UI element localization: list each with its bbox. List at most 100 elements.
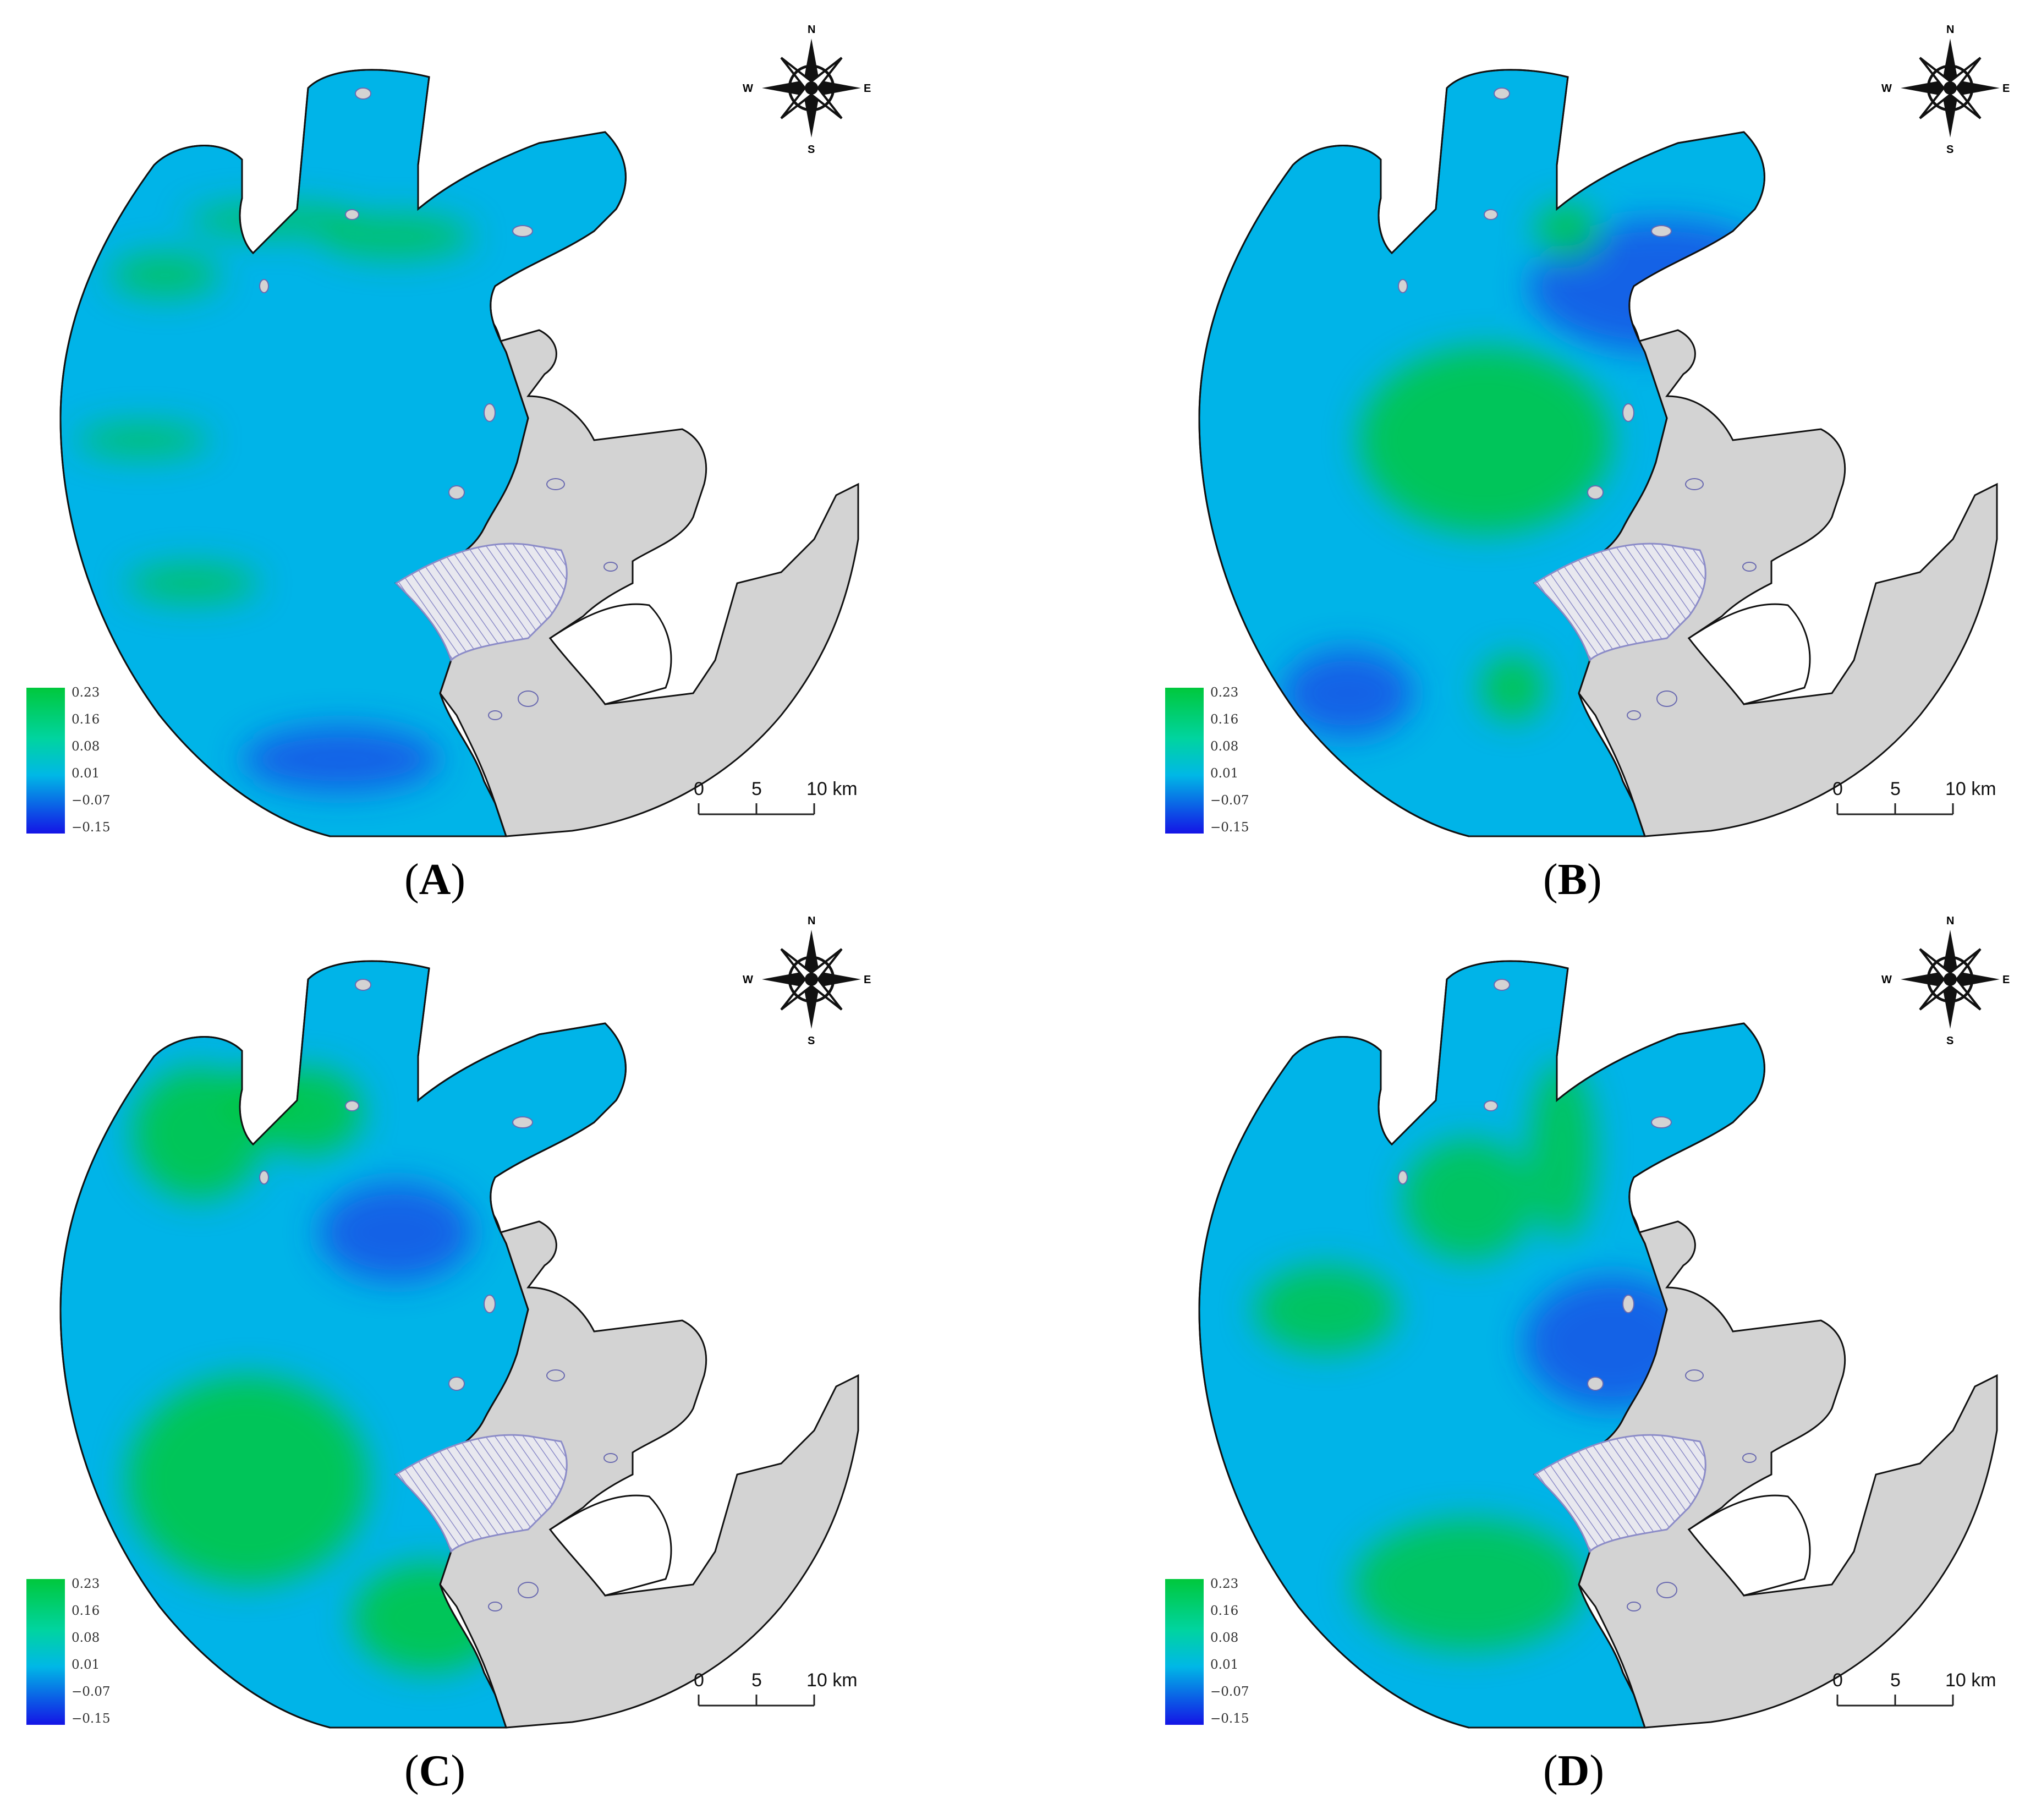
legend-color-bar: [26, 688, 65, 834]
legend-tick-label: 0.23: [1210, 686, 1238, 700]
compass-letter: S: [808, 144, 815, 156]
panel-label: (D): [1543, 1747, 1604, 1795]
legend-tick-label: 0.16: [1210, 712, 1238, 727]
north-arrow-icon: N S E W: [1881, 24, 2010, 156]
legend-tick-label: 0.08: [72, 1631, 100, 1645]
legend-tick-label: 0.01: [1210, 766, 1238, 781]
hatched-area: [394, 1434, 568, 1553]
island-outlines: [259, 979, 618, 1611]
high-value-patch: [1403, 1139, 1535, 1260]
compass-letter: E: [864, 83, 871, 95]
legend-tick-label: −0.15: [72, 1712, 110, 1726]
map-panel-a: 0.23 0.16 0.08 0.01 −0.07 −0.15 0 5 10 km N S E W (A): [26, 24, 871, 904]
hatched-area: [1533, 1434, 1706, 1553]
scale-bar: 0 5 10 km: [1832, 1670, 1996, 1707]
map-panel-b: 0.23 0.16 0.08 0.01 −0.07 −0.15 0 5 10 km N S E W (B): [1165, 24, 2010, 904]
color-legend: 0.23 0.16 0.08 0.01 −0.07 −0.15: [1165, 1577, 1249, 1726]
low-value-patch: [242, 726, 440, 792]
map-panel-d: 0.23 0.16 0.08 0.01 −0.07 −0.15 0 5 10 km N S E W (D): [1165, 915, 2010, 1795]
scale-bar: 0 5 10 km: [694, 779, 858, 815]
high-value-patch: [132, 1067, 264, 1199]
panel-label: (B): [1543, 856, 1602, 904]
color-legend: 0.23 0.16 0.08 0.01 −0.07 −0.15: [26, 1577, 110, 1726]
legend-tick-label: 0.01: [72, 766, 100, 781]
high-value-patch: [77, 424, 209, 457]
scale-bar-label: 0: [1832, 779, 1843, 799]
legend-tick-label: −0.07: [72, 793, 110, 808]
compass-letter: S: [808, 1035, 815, 1047]
legend-tick-label: 0.23: [1210, 1577, 1238, 1591]
legend-tick-label: 0.08: [1210, 1631, 1238, 1645]
scale-bar-line: [698, 1695, 815, 1707]
legend-tick-label: 0.16: [72, 712, 100, 727]
high-value-patch: [127, 1375, 369, 1585]
scale-bar-label: 10 km: [1945, 779, 1996, 799]
high-value-patch: [1535, 204, 1601, 259]
low-value-patch: [1282, 649, 1414, 737]
scale-bar-label: 5: [751, 1670, 762, 1691]
high-value-patch: [1529, 1062, 1595, 1238]
scale-bar-label: 0: [1832, 1670, 1843, 1691]
compass-letter: N: [1946, 24, 1954, 36]
legend-tick-label: −0.15: [72, 820, 110, 835]
compass-letter: S: [1946, 1035, 1953, 1047]
compass-letter: N: [808, 915, 815, 927]
high-value-patch: [1353, 1519, 1584, 1651]
lake-shoreline: [59, 69, 627, 837]
high-value-patch: [1254, 1265, 1397, 1353]
north-arrow-icon: N S E W: [743, 24, 871, 156]
scale-bar-line: [698, 803, 815, 815]
legend-tick-label: −0.15: [1210, 820, 1249, 835]
low-value-patch: [319, 1183, 473, 1282]
scale-bar-label: 0: [694, 779, 704, 799]
color-legend: 0.23 0.16 0.08 0.01 −0.07 −0.15: [26, 686, 110, 835]
panel-label: (C): [404, 1747, 465, 1795]
high-value-patch: [1480, 655, 1546, 721]
legend-tick-label: 0.08: [1210, 739, 1238, 754]
legend-tick-label: 0.16: [72, 1604, 100, 1618]
legend-tick-label: 0.23: [72, 686, 100, 700]
high-value-patch: [319, 215, 473, 259]
compass-letter: N: [808, 24, 815, 36]
legend-tick-label: −0.07: [72, 1685, 110, 1699]
panel-label: (A): [404, 856, 465, 904]
land-hole: [1687, 1494, 1811, 1597]
compass-letter: W: [743, 83, 753, 95]
lake-shoreline: [1198, 69, 1765, 837]
land-hole: [548, 1494, 672, 1597]
compass-letter: W: [743, 974, 753, 986]
high-value-patch: [127, 564, 259, 602]
compass-letter: E: [864, 974, 871, 986]
scale-bar-label: 10 km: [1945, 1670, 1996, 1691]
land-hole: [1687, 603, 1811, 705]
compass-letter: S: [1946, 144, 1953, 156]
compass-letter: E: [2002, 974, 2010, 986]
north-arrow-icon: N S E W: [743, 915, 871, 1047]
island-outlines: [1398, 979, 1757, 1611]
legend-color-bar: [26, 1579, 65, 1725]
lake-shoreline: [1198, 960, 1765, 1729]
scale-bar-label: 10 km: [806, 1670, 858, 1691]
legend-tick-label: −0.15: [1210, 1712, 1249, 1726]
legend-tick-label: −0.07: [1210, 793, 1249, 808]
lake-shoreline: [59, 960, 627, 1729]
scale-bar-label: 5: [751, 779, 762, 799]
scale-bar: 0 5 10 km: [1832, 779, 1996, 815]
land-hole: [548, 603, 672, 705]
high-value-patch: [226, 1067, 292, 1122]
scale-bar-label: 10 km: [806, 779, 858, 799]
scale-bar-line: [1836, 1695, 1954, 1707]
high-value-patch: [1359, 347, 1612, 534]
legend-color-bar: [1165, 1579, 1204, 1725]
map-panel-c: 0.23 0.16 0.08 0.01 −0.07 −0.15 0 5 10 km N S E W (C): [26, 915, 871, 1795]
high-value-patch: [253, 1067, 363, 1155]
compass-letter: N: [1946, 915, 1954, 927]
compass-letter: W: [1881, 974, 1892, 986]
legend-tick-label: 0.01: [1210, 1658, 1238, 1672]
legend-color-bar: [1165, 688, 1204, 834]
legend-tick-label: −0.07: [1210, 1685, 1249, 1699]
scale-bar-label: 0: [694, 1670, 704, 1691]
legend-tick-label: 0.08: [72, 739, 100, 754]
scale-bar-line: [1836, 803, 1954, 815]
legend-tick-label: 0.23: [72, 1577, 100, 1591]
